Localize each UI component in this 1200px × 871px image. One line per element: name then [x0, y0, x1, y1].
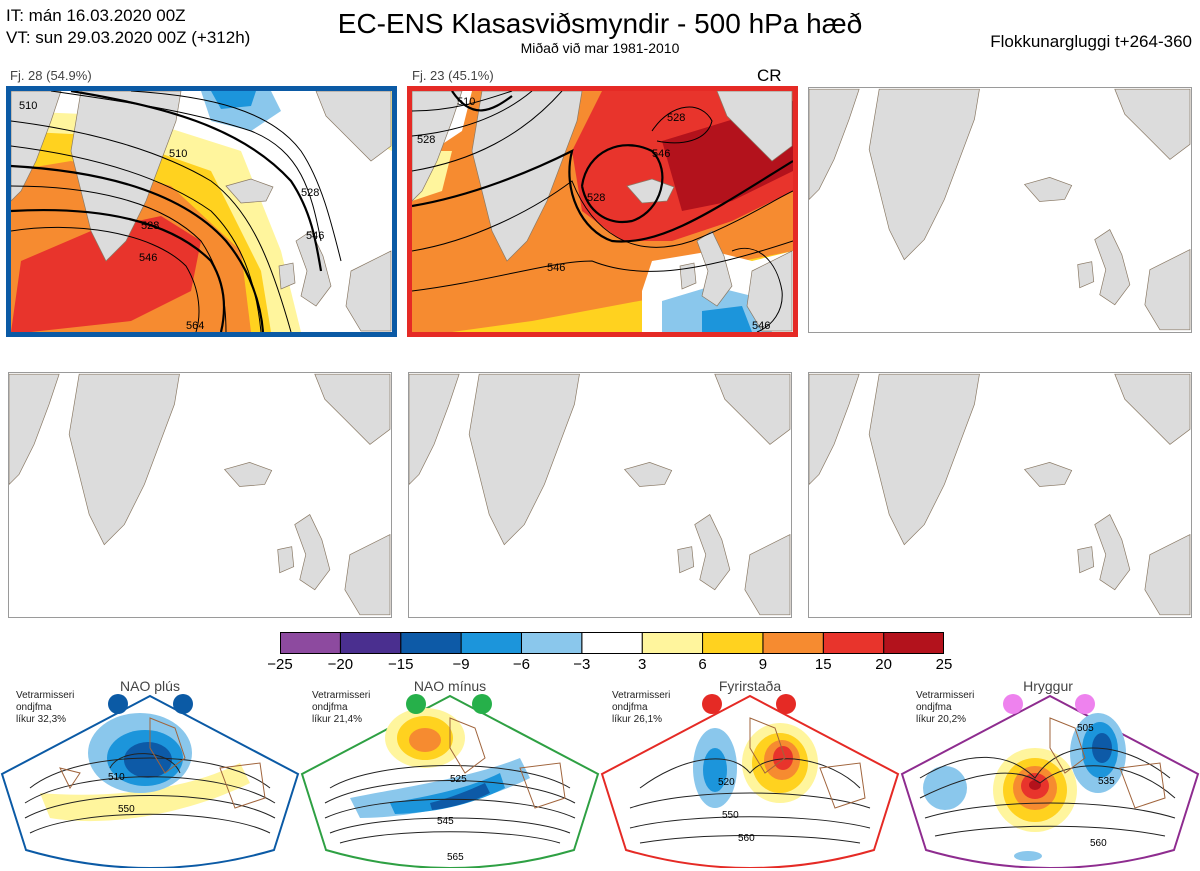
regime-name: Fyrirstaða [718, 678, 782, 694]
regime-info: Vetrarmisseri ondjfma líkur 32,3% [16, 690, 75, 725]
regime-info: Vetrarmisseri ondjfma líkur 26,1% [612, 690, 671, 725]
contour-label: 546 [652, 148, 670, 160]
contour-label: 510 [19, 100, 37, 112]
it-line: IT: mán 16.03.2020 00Z [6, 6, 186, 25]
header-dates: IT: mán 16.03.2020 00Z VT: sun 29.03.202… [6, 5, 250, 49]
regime-dot [776, 694, 796, 714]
svg-text:525: 525 [450, 774, 467, 785]
colorbar-tick-label: −25 [267, 656, 293, 673]
regime-dot [1075, 694, 1095, 714]
cluster-map-1: 510 528 546 510 528 546 564 [6, 86, 397, 337]
classification-window: Flokkunargluggi t+264-360 [990, 32, 1192, 51]
contour-label: 564 [186, 320, 204, 332]
colorbar [279, 631, 945, 659]
svg-text:535: 535 [1098, 776, 1115, 787]
colorbar-swatch [822, 631, 885, 655]
regime-dot [406, 694, 426, 714]
colorbar-swatch [400, 631, 462, 655]
contour-label: 528 [301, 187, 319, 199]
svg-text:505: 505 [1077, 723, 1094, 734]
colorbar-swatch [581, 631, 643, 655]
cluster-map-2: 510 528 528 546 546 528 546 [407, 86, 798, 337]
cluster-map-empty [408, 372, 792, 618]
vt-line: VT: sun 29.03.2020 00Z (+312h) [6, 28, 251, 47]
page-title: EC-ENS Klasasviðsmyndir - 500 hPa hæð [337, 8, 863, 39]
svg-text:560: 560 [1090, 838, 1107, 849]
regime-info: Vetrarmisseri ondjfma líkur 21,4% [312, 690, 371, 725]
regime-name: NAO mínus [413, 678, 487, 694]
colorbar-swatch [520, 631, 583, 655]
contour-label: 546 [306, 230, 324, 242]
cluster-map-empty [8, 372, 392, 618]
colorbar-swatch [641, 631, 704, 655]
colorbar-swatch [339, 631, 402, 655]
colorbar-tick-label: −6 [512, 656, 530, 673]
colorbar-tick-label: −15 [387, 656, 414, 673]
regime-info: Vetrarmisseri ondjfma líkur 20,2% [916, 690, 975, 725]
colorbar-tick-label: 9 [758, 656, 768, 673]
colorbar-tick-label: −3 [573, 656, 591, 673]
contour-label: 510 [457, 96, 475, 108]
colorbar-tick-label: 25 [935, 656, 953, 673]
colorbar-swatch [460, 631, 522, 655]
regime-dot [702, 694, 722, 714]
contour-label: 528 [587, 192, 605, 204]
contour-label: 528 [667, 112, 685, 124]
panel-1-label: Fj. 28 (54.9%) [10, 68, 92, 83]
colorbar-tick-label: 6 [698, 656, 707, 673]
colorbar-tick-label: −9 [452, 656, 470, 673]
colorbar-swatch [762, 631, 824, 655]
svg-text:545: 545 [437, 816, 454, 827]
svg-text:510: 510 [108, 772, 125, 783]
regime-dot [173, 694, 193, 714]
panel-2-tag: CR [757, 66, 782, 85]
page-subtitle: Miðað við mar 1981-2010 [520, 40, 680, 56]
regime-dot [108, 694, 128, 714]
colorbar-tick-label: 20 [875, 656, 892, 673]
contour-label: 546 [547, 262, 565, 274]
contour-label: 546 [752, 320, 770, 332]
contour-label: 528 [417, 134, 435, 146]
panel-2-label: Fj. 23 (45.1%) [412, 68, 494, 83]
colorbar-swatch [883, 631, 945, 655]
svg-text:520: 520 [718, 777, 735, 788]
contour-label: 528 [141, 220, 159, 232]
regime-name: Hryggur [1023, 678, 1073, 694]
colorbar-swatch [279, 631, 341, 655]
regime-dot [1003, 694, 1023, 714]
cluster-map-empty [808, 372, 1192, 618]
colorbar-tick-label: −20 [327, 656, 354, 673]
regime-dot [472, 694, 492, 714]
colorbar-swatch [702, 631, 764, 655]
contour-label: 546 [139, 252, 157, 264]
cluster-map-empty [808, 87, 1192, 333]
svg-text:565: 565 [447, 852, 464, 863]
svg-text:550: 550 [118, 804, 135, 815]
svg-text:560: 560 [738, 833, 755, 844]
svg-text:550: 550 [722, 810, 739, 821]
contour-label: 510 [169, 148, 187, 160]
colorbar-tick-label: 15 [814, 656, 832, 673]
colorbar-tick-label: 3 [638, 656, 647, 673]
regime-name: NAO plús [120, 678, 180, 694]
